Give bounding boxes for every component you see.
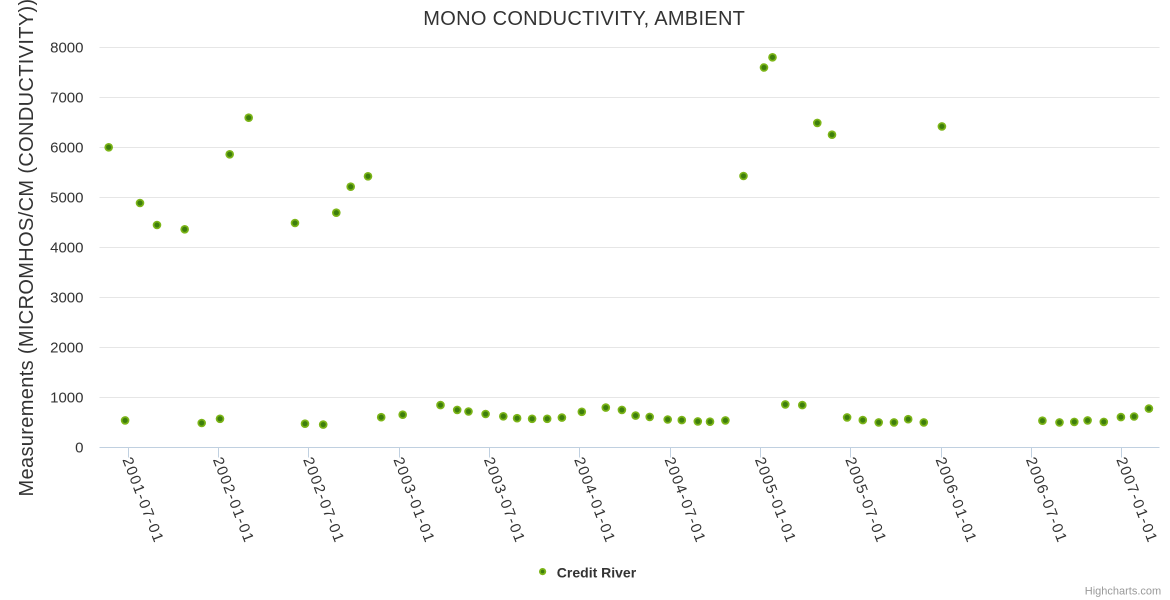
- svg-text:6000: 6000: [50, 140, 83, 157]
- svg-text:2006-01-01: 2006-01-01: [932, 455, 980, 546]
- svg-text:2004-07-01: 2004-07-01: [661, 455, 709, 546]
- svg-text:MONO CONDUCTIVITY, AMBIENT: MONO CONDUCTIVITY, AMBIENT: [423, 8, 745, 30]
- svg-text:Highcharts.com: Highcharts.com: [1085, 586, 1161, 598]
- svg-text:2005-07-01: 2005-07-01: [841, 455, 889, 546]
- svg-text:5000: 5000: [50, 190, 83, 207]
- svg-text:Credit River: Credit River: [557, 564, 637, 580]
- svg-text:2003-07-01: 2003-07-01: [480, 455, 528, 546]
- svg-text:8000: 8000: [50, 40, 83, 57]
- svg-text:2003-01-01: 2003-01-01: [390, 455, 438, 546]
- svg-text:2002-01-01: 2002-01-01: [209, 455, 257, 546]
- svg-text:3000: 3000: [50, 290, 83, 307]
- svg-text:4000: 4000: [50, 240, 83, 257]
- svg-text:7000: 7000: [50, 90, 83, 107]
- svg-text:2005-01-01: 2005-01-01: [751, 455, 799, 546]
- svg-text:2004-01-01: 2004-01-01: [570, 455, 618, 546]
- svg-text:2006-07-01: 2006-07-01: [1022, 455, 1070, 546]
- svg-text:Measurements (MICROMHOS/CM (CO: Measurements (MICROMHOS/CM (CONDUCTIVITY…: [16, 0, 38, 497]
- svg-text:2000: 2000: [50, 340, 83, 357]
- svg-text:0: 0: [75, 440, 83, 457]
- svg-text:2007-01-01: 2007-01-01: [1112, 455, 1160, 546]
- svg-text:2001-07-01: 2001-07-01: [119, 455, 167, 546]
- svg-text:1000: 1000: [50, 390, 83, 407]
- svg-text:2002-07-01: 2002-07-01: [299, 455, 347, 546]
